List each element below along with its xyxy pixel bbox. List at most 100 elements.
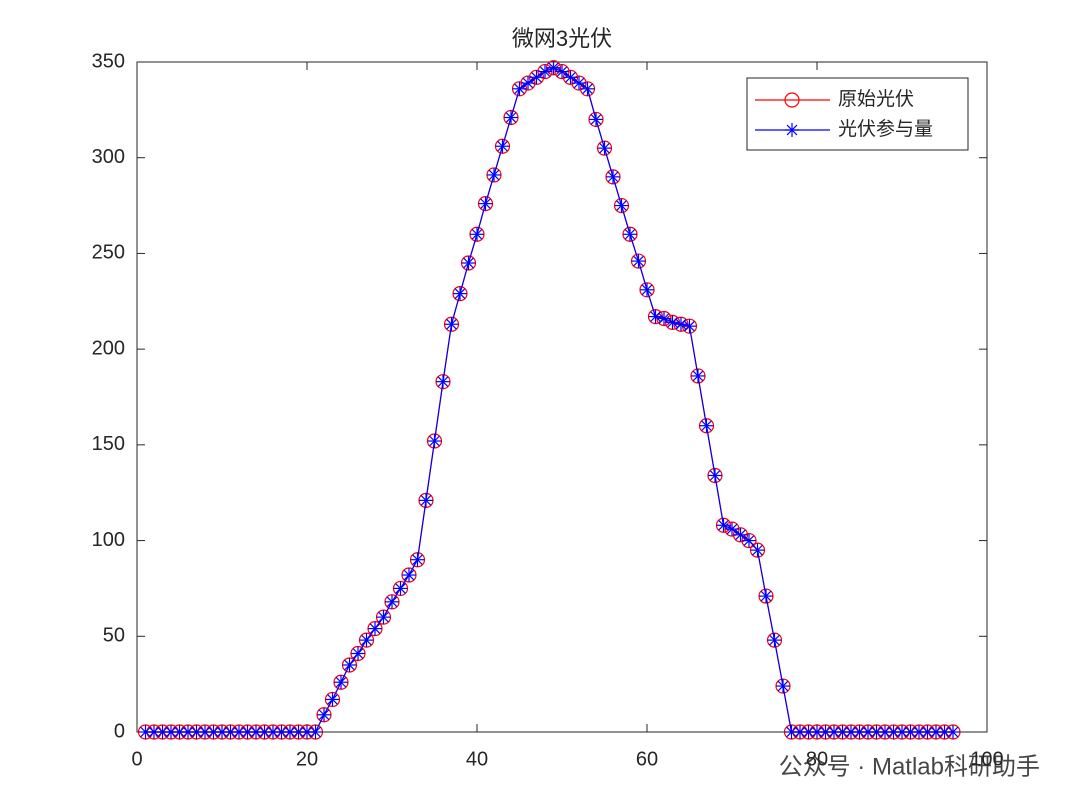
asterisk-stroke bbox=[701, 420, 712, 432]
data-point bbox=[376, 610, 391, 625]
data-point bbox=[138, 725, 153, 739]
data-point bbox=[589, 112, 603, 127]
asterisk-stroke bbox=[182, 726, 194, 738]
asterisk-stroke bbox=[463, 257, 474, 269]
asterisk-stroke bbox=[590, 114, 602, 125]
data-point bbox=[844, 725, 858, 739]
data-point bbox=[393, 581, 408, 596]
asterisk-stroke bbox=[318, 709, 330, 721]
y-tick-label: 350 bbox=[92, 50, 125, 72]
asterisk-stroke bbox=[284, 726, 296, 738]
asterisk-stroke bbox=[216, 726, 228, 738]
asterisk-stroke bbox=[760, 590, 772, 602]
data-point bbox=[308, 725, 323, 739]
asterisk-stroke bbox=[174, 726, 185, 738]
data-point bbox=[453, 286, 467, 301]
asterisk-stroke bbox=[301, 726, 313, 738]
x-tick-label: 100 bbox=[970, 748, 1003, 770]
asterisk-stroke bbox=[743, 535, 755, 546]
y-tick-label: 150 bbox=[92, 433, 125, 455]
data-point bbox=[886, 725, 901, 739]
asterisk-stroke bbox=[879, 726, 891, 738]
data-point bbox=[623, 227, 637, 242]
y-tick-label: 50 bbox=[103, 625, 125, 647]
asterisk-stroke bbox=[845, 726, 857, 738]
y-tick-label: 0 bbox=[114, 720, 125, 742]
asterisk-stroke bbox=[905, 726, 916, 738]
asterisk-stroke bbox=[837, 726, 848, 738]
data-point bbox=[478, 196, 493, 211]
asterisk-stroke bbox=[250, 726, 262, 738]
asterisk-stroke bbox=[514, 83, 525, 95]
asterisk-stroke bbox=[208, 726, 219, 738]
data-point bbox=[351, 646, 365, 661]
legend-label: 光伏参与量 bbox=[838, 118, 933, 140]
asterisk-stroke bbox=[607, 171, 619, 183]
data-point bbox=[572, 76, 586, 91]
data-point bbox=[427, 434, 442, 449]
asterisk-stroke bbox=[709, 470, 721, 481]
data-point bbox=[597, 141, 612, 156]
asterisk-stroke bbox=[828, 726, 840, 738]
asterisk-stroke bbox=[361, 634, 372, 646]
asterisk-stroke bbox=[369, 623, 381, 634]
asterisk-stroke bbox=[786, 124, 798, 136]
data-point bbox=[750, 543, 765, 558]
data-point bbox=[436, 374, 450, 389]
data-point bbox=[759, 589, 773, 604]
data-point bbox=[385, 594, 399, 609]
data-point bbox=[317, 707, 331, 722]
asterisk-stroke bbox=[420, 495, 432, 506]
asterisk-stroke bbox=[667, 317, 678, 328]
data-point bbox=[946, 725, 960, 739]
asterisk-stroke bbox=[157, 726, 168, 738]
x-tick-label: 20 bbox=[296, 748, 318, 770]
asterisk-stroke bbox=[378, 611, 389, 623]
asterisk-stroke bbox=[429, 435, 440, 447]
asterisk-stroke bbox=[140, 726, 151, 738]
asterisk-stroke bbox=[820, 726, 831, 738]
data-point bbox=[725, 522, 739, 537]
asterisk-stroke bbox=[531, 71, 542, 83]
x-tick-label: 80 bbox=[806, 748, 828, 770]
data-point bbox=[733, 527, 748, 542]
asterisk-stroke bbox=[599, 142, 610, 154]
asterisk-stroke bbox=[794, 726, 806, 738]
data-point bbox=[878, 725, 892, 739]
asterisk-stroke bbox=[242, 726, 253, 738]
asterisk-stroke bbox=[650, 311, 661, 322]
asterisk-stroke bbox=[913, 726, 925, 738]
asterisk-stroke bbox=[769, 634, 780, 646]
data-point bbox=[529, 70, 544, 85]
plot-area bbox=[136, 61, 988, 733]
data-point bbox=[368, 621, 382, 636]
asterisk-stroke bbox=[556, 66, 568, 77]
data-point bbox=[580, 81, 595, 96]
data-point bbox=[784, 725, 799, 739]
data-point bbox=[470, 227, 484, 242]
data-point bbox=[767, 633, 782, 648]
data-point bbox=[648, 309, 663, 324]
asterisk-stroke bbox=[437, 376, 449, 388]
asterisk-stroke bbox=[497, 140, 508, 152]
data-point bbox=[563, 70, 578, 85]
asterisk-stroke bbox=[947, 726, 959, 738]
data-point bbox=[929, 725, 943, 739]
data-point bbox=[614, 198, 629, 213]
asterisk-stroke bbox=[641, 284, 653, 296]
asterisk-stroke bbox=[548, 62, 559, 74]
data-point bbox=[444, 317, 459, 332]
legend-marker bbox=[785, 123, 799, 137]
data-point bbox=[801, 725, 816, 739]
asterisk-stroke bbox=[922, 726, 933, 738]
asterisk-stroke bbox=[165, 726, 177, 738]
asterisk-stroke bbox=[335, 676, 347, 688]
data-point bbox=[342, 658, 357, 672]
data-point bbox=[325, 692, 340, 707]
legend-label: 原始光伏 bbox=[838, 88, 914, 110]
asterisk-stroke bbox=[888, 726, 899, 738]
asterisk-stroke bbox=[310, 726, 321, 738]
y-tick-label: 250 bbox=[92, 242, 125, 264]
x-tick-label: 40 bbox=[466, 748, 488, 770]
